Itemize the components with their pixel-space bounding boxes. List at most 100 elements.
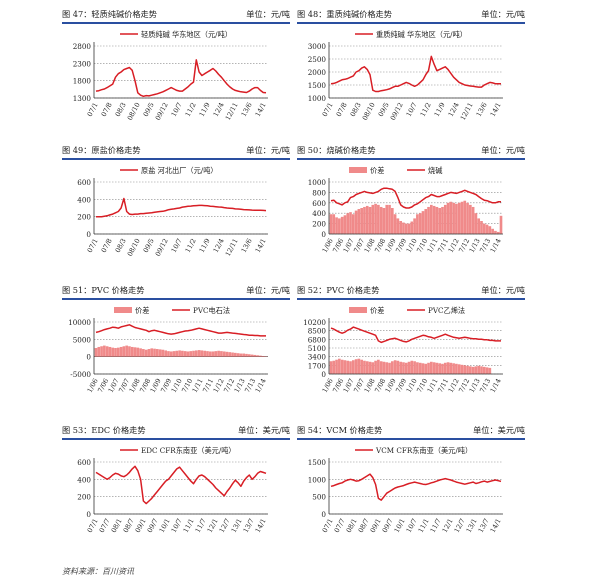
y-tick-label: 1000 (308, 475, 327, 484)
x-tick-label: 12/4 (212, 237, 226, 254)
x-tick-label: 09/12 (389, 101, 405, 122)
y-tick-label: 0 (86, 353, 91, 362)
y-tick-label: 1000 (308, 94, 327, 103)
chart: 1000050000-50001/067/061/077/071/087/081… (68, 306, 268, 394)
bar (363, 206, 366, 234)
panel-unit: 单位：元/吨 (481, 285, 525, 295)
panel-header: 图 51：PVC 价格走势 单位：元/吨 (62, 284, 290, 300)
bar (463, 200, 467, 234)
panel-2: 图 49：原盐价格走势 单位：元/吨 600 400 200 0 07/1 07/8 08/… (62, 144, 290, 270)
bar (371, 362, 375, 374)
bar (346, 360, 350, 374)
bar (247, 354, 251, 357)
panel-unit: 单位：元/吨 (246, 145, 290, 155)
bar (480, 366, 483, 374)
x-tick-label: 10/1 (393, 517, 407, 534)
y-tick-label: 600 (312, 199, 326, 208)
series-line (95, 197, 267, 218)
bar (335, 359, 338, 374)
bar (491, 228, 494, 234)
panel-unit: 单位：元/吨 (246, 285, 290, 295)
bar (418, 362, 422, 374)
x-tick-label: 12/7 (453, 517, 467, 534)
bar (393, 360, 397, 374)
legend-label: 价差 (135, 306, 149, 315)
bar (393, 214, 397, 234)
bar (329, 214, 333, 234)
bar (438, 208, 442, 234)
chart: 1500 1000 500 007/107/708/108/709/109/710/1… (308, 446, 503, 534)
bar (421, 363, 425, 374)
bar (404, 362, 408, 374)
bar (399, 221, 402, 234)
panel-header: 图 53：EDC 价格走势 单位：美元/吨 (62, 424, 290, 440)
y-tick-label: 2000 (308, 68, 327, 77)
bar (155, 349, 159, 357)
y-tick-label: 200 (77, 213, 91, 222)
x-tick-label: 11/9 (433, 101, 447, 118)
y-tick-label: 200 (312, 220, 326, 229)
x-tick-label: 09/5 (142, 237, 156, 254)
x-tick-label: 14/1 (254, 517, 268, 534)
panel-title: 图 47：轻质纯碱价格走势 (62, 9, 157, 19)
bar (332, 214, 336, 234)
bar (382, 208, 386, 234)
panel-6: 图 53：EDC 价格走势 单位：美元/吨 600 400 200 0 07/1 07/7… (62, 424, 290, 550)
x-tick-label: 12/11 (224, 237, 240, 258)
bar (410, 360, 414, 374)
bar (114, 348, 117, 357)
bar (200, 350, 204, 357)
x-tick-label: 10/7 (405, 517, 419, 534)
bar (368, 206, 372, 234)
bar (418, 213, 422, 234)
panel-5: 图 52：PVC 价格走势 单位：元/吨 10200 8500 6800 5100 34… (297, 284, 525, 410)
bar (474, 213, 478, 234)
panel-header: 图 52：PVC 价格走势 单位：元/吨 (297, 284, 525, 300)
x-tick-label: 09/12 (154, 237, 170, 258)
bar (253, 354, 257, 357)
series-line (330, 187, 501, 209)
bar (365, 205, 369, 234)
bar (477, 218, 481, 234)
bar (208, 351, 212, 357)
bar (214, 351, 218, 357)
bar (446, 362, 450, 374)
bar (443, 362, 447, 374)
legend-label: VCM CFR东南亚（美元/吨） (375, 446, 472, 455)
chart: 100080060040020001/067/061/077/071/087/0… (308, 166, 503, 254)
x-tick-label: 08/3 (349, 101, 363, 118)
bar (125, 345, 128, 357)
bar (496, 231, 500, 234)
bar (122, 346, 126, 357)
y-tick-label: 0 (321, 230, 326, 239)
legend-label: 原盐 河北出厂（元/吨） (141, 166, 218, 175)
chart: 102008500680051003400170001/067/061/077/… (303, 306, 503, 394)
panel-header: 图 54：VCM 价格走势 单位：美元/吨 (297, 424, 525, 440)
x-tick-label: 07/8 (100, 237, 114, 254)
bar (368, 361, 372, 374)
bar (374, 203, 377, 234)
x-tick-label: 08/3 (114, 237, 128, 254)
bar (351, 360, 355, 374)
y-tick-label: 600 (77, 458, 91, 467)
legend-label: 价差 (370, 306, 384, 315)
bar (259, 355, 262, 357)
legend-label: 轻质纯碱 华东地区（元/吨） (141, 30, 232, 39)
panel-title: 图 52：PVC 价格走势 (297, 285, 380, 295)
bar (474, 366, 478, 374)
x-tick-label: 09/12 (154, 101, 170, 122)
bar (499, 215, 503, 234)
bar (332, 360, 336, 374)
y-tick-label: 2800 (73, 42, 92, 51)
bar (449, 201, 453, 234)
bar (338, 358, 341, 374)
bar (158, 349, 162, 357)
bar (424, 209, 428, 234)
bar (256, 355, 259, 357)
bar (480, 221, 483, 234)
x-tick-label: 07/1 (86, 237, 100, 254)
bar (178, 350, 181, 357)
bar (457, 202, 461, 234)
bar (161, 349, 165, 357)
bar (228, 352, 232, 357)
